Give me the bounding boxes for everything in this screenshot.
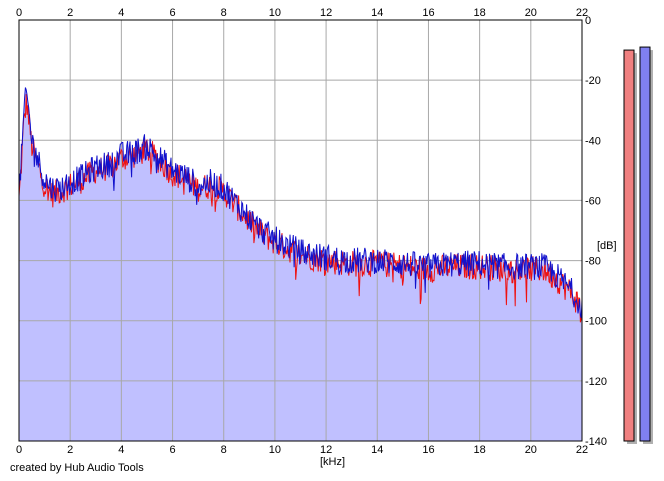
x-tick-label-top: 8 [221, 7, 227, 19]
y-tick-label: -40 [585, 135, 601, 147]
credit-text: created by Hub Audio Tools [10, 462, 144, 474]
plot-border [18, 19, 583, 442]
x-tick-label-bottom: 2 [67, 444, 73, 456]
x-tick-label-top: 20 [525, 7, 537, 19]
y-tick-label: 0 [585, 15, 591, 27]
x-tick-label-bottom: 0 [16, 444, 22, 456]
x-tick-label-bottom: 4 [118, 444, 124, 456]
x-tick-label-bottom: 20 [525, 444, 537, 456]
y-tick-label: -120 [585, 376, 607, 388]
x-axis-unit-label: [kHz] [320, 456, 346, 468]
x-tick-label-bottom: 8 [221, 444, 227, 456]
y-tick-label: -20 [585, 75, 601, 87]
level-meter-right [639, 46, 651, 442]
x-tick-label-bottom: 18 [474, 444, 486, 456]
spectrum-line-blue [18, 87, 583, 319]
spectrum-area-fill [19, 87, 582, 441]
x-tick-label-top: 0 [16, 7, 22, 19]
y-tick-label: -60 [585, 195, 601, 207]
x-tick-label-top: 2 [67, 7, 73, 19]
x-tick-label-bottom: 12 [320, 444, 332, 456]
x-tick-label-top: 16 [422, 7, 434, 19]
x-tick-label-top: 4 [118, 7, 124, 19]
level-meter-left [623, 49, 635, 442]
x-tick-label-top: 14 [371, 7, 383, 19]
x-tick-label-top: 10 [269, 7, 281, 19]
y-tick-label: -100 [585, 316, 607, 328]
x-tick-label-bottom: 14 [371, 444, 383, 456]
x-tick-label-bottom: 16 [422, 444, 434, 456]
x-tick-label-bottom: 22 [576, 444, 588, 456]
y-axis-unit-label: [dB] [597, 240, 617, 252]
x-tick-label-bottom: 6 [169, 444, 175, 456]
x-tick-label-bottom: 10 [269, 444, 281, 456]
y-tick-label: -80 [585, 256, 601, 268]
y-tick-label: -140 [585, 436, 607, 448]
x-tick-label-top: 12 [320, 7, 332, 19]
x-tick-label-top: 6 [169, 7, 175, 19]
x-tick-label-top: 22 [576, 7, 588, 19]
x-tick-label-top: 18 [474, 7, 486, 19]
